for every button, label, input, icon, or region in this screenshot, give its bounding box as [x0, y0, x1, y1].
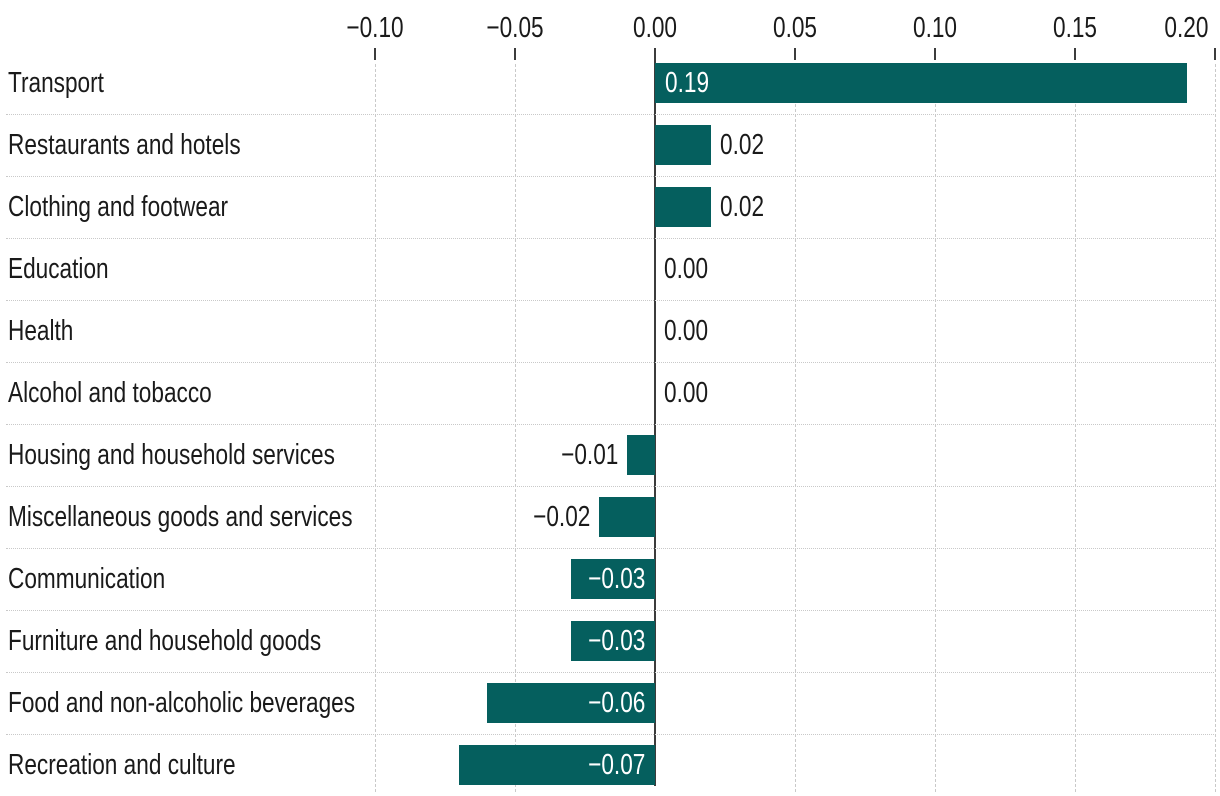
category-label-text: Education: [8, 253, 109, 285]
bar: [599, 497, 655, 537]
category-label: Furniture and household goods: [8, 610, 409, 672]
bar: [487, 683, 655, 723]
category-label: Transport: [8, 52, 131, 114]
bar: [571, 621, 655, 661]
value-label-text: 0.00: [664, 377, 709, 409]
value-label-text: −0.06: [587, 687, 645, 719]
category-label: Education: [8, 238, 137, 300]
row-separator: [6, 610, 1214, 611]
value-label: −0.03: [572, 610, 645, 672]
category-label: Alcohol and tobacco: [8, 362, 269, 424]
category-label-text: Alcohol and tobacco: [8, 377, 212, 409]
bar: [655, 63, 1187, 103]
zero-baseline: [654, 48, 656, 786]
row-separator: [6, 176, 1214, 177]
row-separator: [6, 486, 1214, 487]
x-tick-label-text: 0.05: [772, 12, 818, 44]
gridline: [1074, 64, 1076, 792]
gridline: [794, 64, 796, 792]
bar: [459, 745, 655, 785]
gridline: [1214, 64, 1216, 792]
bar: [655, 125, 711, 165]
x-tick-label-text: 0.10: [912, 12, 958, 44]
gridline: [934, 64, 936, 792]
value-label: 0.19: [665, 52, 721, 114]
category-label-text: Recreation and culture: [8, 749, 236, 781]
value-label-text: 0.02: [720, 129, 765, 161]
value-label: −0.02: [517, 486, 590, 548]
x-tick-label-text: 0.00: [632, 12, 678, 44]
row-separator: [6, 362, 1214, 363]
gridline: [514, 64, 516, 792]
category-label: Communication: [8, 548, 209, 610]
value-label-text: −0.03: [587, 625, 645, 657]
value-label: −0.06: [572, 672, 645, 734]
value-label: 0.02: [720, 114, 776, 176]
x-tick-mark: [374, 48, 376, 60]
value-label-text: −0.07: [587, 749, 645, 781]
row-separator: [6, 424, 1214, 425]
x-tick-label: 0.20: [1152, 11, 1208, 45]
gridline: [374, 64, 376, 792]
category-label-text: Miscellaneous goods and services: [8, 501, 353, 533]
bar: [655, 187, 711, 227]
x-tick-label: 0.10: [907, 11, 963, 45]
category-label: Health: [8, 300, 92, 362]
x-tick-label: 0.00: [627, 11, 683, 45]
value-label: −0.01: [545, 424, 618, 486]
x-tick-label: −0.10: [338, 11, 411, 45]
x-tick-mark: [1214, 48, 1216, 60]
category-label-text: Clothing and footwear: [8, 191, 229, 223]
value-label: 0.00: [664, 362, 720, 424]
value-label-text: −0.02: [532, 501, 590, 533]
category-label: Clothing and footwear: [8, 176, 290, 238]
category-label-text: Communication: [8, 563, 166, 595]
value-label-text: 0.02: [720, 191, 765, 223]
x-tick-label-text: 0.20: [1163, 12, 1208, 44]
row-separator: [6, 672, 1214, 673]
category-label: Miscellaneous goods and services: [8, 486, 450, 548]
value-label: 0.00: [664, 300, 720, 362]
x-tick-mark: [934, 48, 936, 60]
value-label-text: −0.03: [587, 563, 645, 595]
row-separator: [6, 238, 1214, 239]
category-label-text: Housing and household services: [8, 439, 335, 471]
value-label-text: 0.00: [664, 253, 709, 285]
row-separator: [6, 734, 1214, 735]
row-separator: [6, 300, 1214, 301]
bar: [571, 559, 655, 599]
category-label-text: Furniture and household goods: [8, 625, 322, 657]
row-separator: [6, 114, 1214, 115]
x-tick-mark: [1074, 48, 1076, 60]
x-tick-mark: [514, 48, 516, 60]
value-label-text: 0.19: [665, 67, 710, 99]
category-label-text: Transport: [8, 67, 104, 99]
x-tick-label-text: −0.05: [486, 12, 544, 44]
x-tick-label: −0.05: [478, 11, 551, 45]
value-label: −0.03: [572, 548, 645, 610]
value-label-text: −0.01: [560, 439, 618, 471]
value-label: 0.00: [664, 238, 720, 300]
category-label-text: Health: [8, 315, 74, 347]
x-tick-mark: [794, 48, 796, 60]
category-label: Food and non-alcoholic beverages: [8, 672, 453, 734]
category-label-text: Restaurants and hotels: [8, 129, 241, 161]
category-label: Restaurants and hotels: [8, 114, 306, 176]
value-label-text: 0.00: [664, 315, 709, 347]
category-label: Housing and household services: [8, 424, 427, 486]
category-label-text: Food and non-alcoholic beverages: [8, 687, 356, 719]
x-tick-label-text: −0.10: [346, 12, 404, 44]
value-label: 0.02: [720, 176, 776, 238]
value-label: −0.07: [572, 734, 645, 796]
category-label: Recreation and culture: [8, 734, 300, 796]
x-tick-label-text: 0.15: [1052, 12, 1098, 44]
x-tick-label: 0.05: [767, 11, 823, 45]
x-tick-label: 0.15: [1047, 11, 1103, 45]
bar: [627, 435, 655, 475]
row-separator: [6, 548, 1214, 549]
